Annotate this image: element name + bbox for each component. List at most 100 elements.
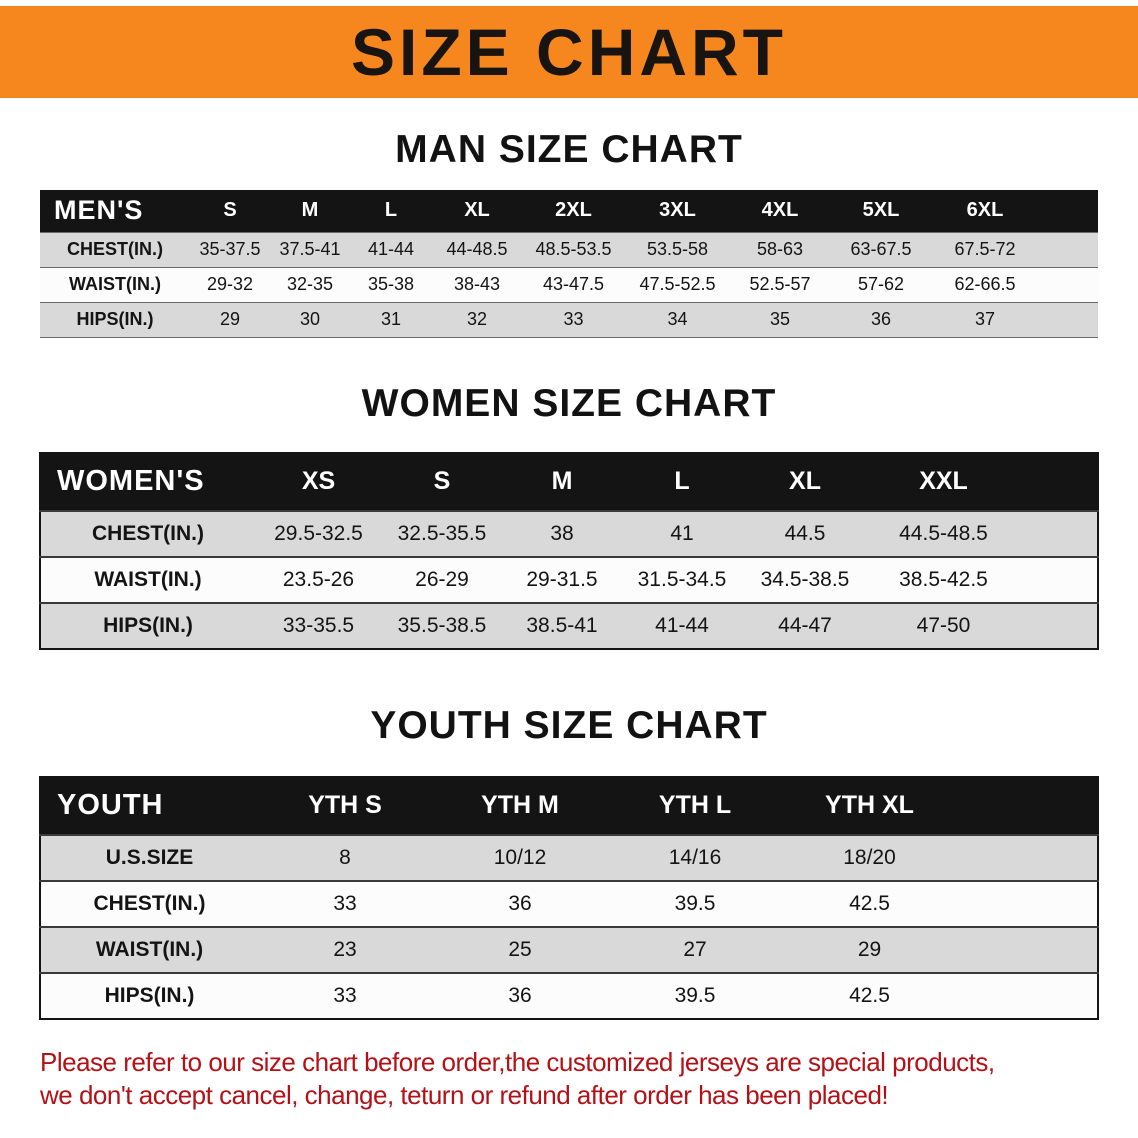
size-column-header: L (622, 452, 742, 511)
size-column-header: XS (255, 452, 382, 511)
table-cell: 32.5-35.5 (382, 509, 502, 557)
table-cell: 42.5 (782, 879, 1098, 927)
table-cell: 52.5-57 (730, 266, 830, 302)
size-column-header: YTH S (258, 776, 432, 835)
row-label: U.S.SIZE (40, 833, 258, 881)
table-cell: 47-50 (868, 601, 1098, 649)
table-cell: 33 (258, 971, 432, 1019)
size-column-header: S (382, 452, 502, 511)
table-cell: 41-44 (622, 601, 742, 649)
table-cell: 38.5-42.5 (868, 555, 1098, 603)
women-table-body: CHEST(IN.) 29.5-32.5 32.5-35.5 38 41 44.… (40, 509, 1098, 649)
table-cell: 36 (432, 879, 608, 927)
row-label: CHEST(IN.) (40, 231, 190, 267)
table-cell: 30 (270, 301, 350, 337)
table-cell: 57-62 (830, 266, 932, 302)
table-cell: 43-47.5 (522, 266, 625, 302)
table-cell: 32 (432, 301, 522, 337)
table-cell: 36 (830, 301, 932, 337)
table-cell: 34 (625, 301, 730, 337)
table-cell: 53.5-58 (625, 231, 730, 267)
youth-group-label: YOUTH (40, 776, 258, 835)
table-cell: 41 (622, 509, 742, 557)
table-row-waist: WAIST(IN.) 23 25 27 29 (40, 925, 1098, 973)
table-cell: 44.5-48.5 (868, 509, 1098, 557)
table-row-waist: WAIST(IN.) 23.5-26 26-29 29-31.5 31.5-34… (40, 555, 1098, 603)
men-size-section: MAN SIZE CHART MEN'S S M L XL 2XL 3XL 4X… (0, 128, 1138, 338)
row-label: HIPS(IN.) (40, 601, 255, 649)
table-cell: 33-35.5 (255, 601, 382, 649)
women-section-heading: WOMEN SIZE CHART (361, 381, 777, 425)
men-section-heading: MAN SIZE CHART (395, 128, 743, 171)
size-column-header: XL (432, 190, 522, 232)
row-label: WAIST(IN.) (40, 555, 255, 603)
men-table-body: CHEST(IN.) 35-37.5 37.5-41 41-44 44-48.5… (40, 231, 1098, 337)
size-column-header: XL (742, 452, 868, 511)
table-cell: 42.5 (782, 971, 1098, 1019)
row-label: HIPS(IN.) (40, 301, 190, 337)
table-cell: 29 (190, 301, 270, 337)
table-cell: 23.5-26 (255, 555, 382, 603)
women-size-section: WOMEN SIZE CHART WOMEN'S XS S M L XL XXL… (0, 382, 1138, 650)
table-header-row: YOUTH YTH S YTH M YTH L YTH XL (40, 776, 1098, 835)
row-label: WAIST(IN.) (40, 925, 258, 973)
table-cell: 29 (782, 925, 1098, 973)
table-cell: 32-35 (270, 266, 350, 302)
table-cell: 8 (258, 833, 432, 881)
table-cell: 38.5-41 (502, 601, 622, 649)
table-cell: 39.5 (608, 971, 782, 1019)
size-column-header: YTH L (608, 776, 782, 835)
table-cell: 38 (502, 509, 622, 557)
table-cell: 14/16 (608, 833, 782, 881)
table-cell: 29-31.5 (502, 555, 622, 603)
size-column-header: XXL (868, 452, 1098, 511)
disclaimer: Please refer to our size chart before or… (40, 1046, 1110, 1114)
table-cell: 48.5-53.5 (522, 231, 625, 267)
table-cell: 44-47 (742, 601, 868, 649)
table-cell: 25 (432, 925, 608, 973)
disclaimer-line-2: we don't accept cancel, change, teturn o… (40, 1080, 889, 1111)
disclaimer-line-1: Please refer to our size chart before or… (40, 1046, 995, 1077)
women-table-head: WOMEN'S XS S M L XL XXL (40, 452, 1098, 511)
men-size-table: MEN'S S M L XL 2XL 3XL 4XL 5XL 6XL CHEST… (40, 190, 1098, 338)
youth-table-body: U.S.SIZE 8 10/12 14/16 18/20 CHEST(IN.) … (40, 833, 1098, 1019)
size-column-header: 4XL (730, 190, 830, 232)
table-cell: 62-66.5 (932, 266, 1098, 302)
size-column-header: 3XL (625, 190, 730, 232)
youth-size-section: YOUTH SIZE CHART YOUTH YTH S YTH M YTH L… (0, 704, 1138, 1020)
size-column-header: L (350, 190, 432, 232)
table-row-hips: HIPS(IN.) 33-35.5 35.5-38.5 38.5-41 41-4… (40, 601, 1098, 649)
size-column-header: YTH XL (782, 776, 1098, 835)
size-column-header: M (270, 190, 350, 232)
youth-size-table: YOUTH YTH S YTH M YTH L YTH XL U.S.SIZE … (39, 775, 1099, 1020)
size-column-header: 2XL (522, 190, 625, 232)
table-cell: 44-48.5 (432, 231, 522, 267)
men-table-head: MEN'S S M L XL 2XL 3XL 4XL 5XL 6XL (40, 190, 1098, 232)
table-cell: 35.5-38.5 (382, 601, 502, 649)
table-cell: 63-67.5 (830, 231, 932, 267)
size-column-header: M (502, 452, 622, 511)
table-row-hips: HIPS(IN.) 29 30 31 32 33 34 35 36 37 (40, 301, 1098, 337)
table-row-chest: CHEST(IN.) 33 36 39.5 42.5 (40, 879, 1098, 927)
youth-table-head: YOUTH YTH S YTH M YTH L YTH XL (40, 776, 1098, 835)
table-cell: 41-44 (350, 231, 432, 267)
table-row-chest: CHEST(IN.) 29.5-32.5 32.5-35.5 38 41 44.… (40, 509, 1098, 557)
table-row-waist: WAIST(IN.) 29-32 32-35 35-38 38-43 43-47… (40, 266, 1098, 302)
size-column-header: 6XL (932, 190, 1098, 232)
row-label: CHEST(IN.) (40, 509, 255, 557)
size-column-header: S (190, 190, 270, 232)
table-row-us-size: U.S.SIZE 8 10/12 14/16 18/20 (40, 833, 1098, 881)
size-chart-page: SIZE CHART MAN SIZE CHART MEN'S S M L XL… (0, 6, 1138, 1113)
table-cell: 26-29 (382, 555, 502, 603)
table-cell: 37 (932, 301, 1098, 337)
table-cell: 18/20 (782, 833, 1098, 881)
banner-title: SIZE CHART (351, 15, 787, 89)
table-cell: 23 (258, 925, 432, 973)
table-header-row: WOMEN'S XS S M L XL XXL (40, 452, 1098, 511)
size-column-header: 5XL (830, 190, 932, 232)
table-cell: 29-32 (190, 266, 270, 302)
table-cell: 10/12 (432, 833, 608, 881)
table-cell: 38-43 (432, 266, 522, 302)
row-label: WAIST(IN.) (40, 266, 190, 302)
table-cell: 58-63 (730, 231, 830, 267)
